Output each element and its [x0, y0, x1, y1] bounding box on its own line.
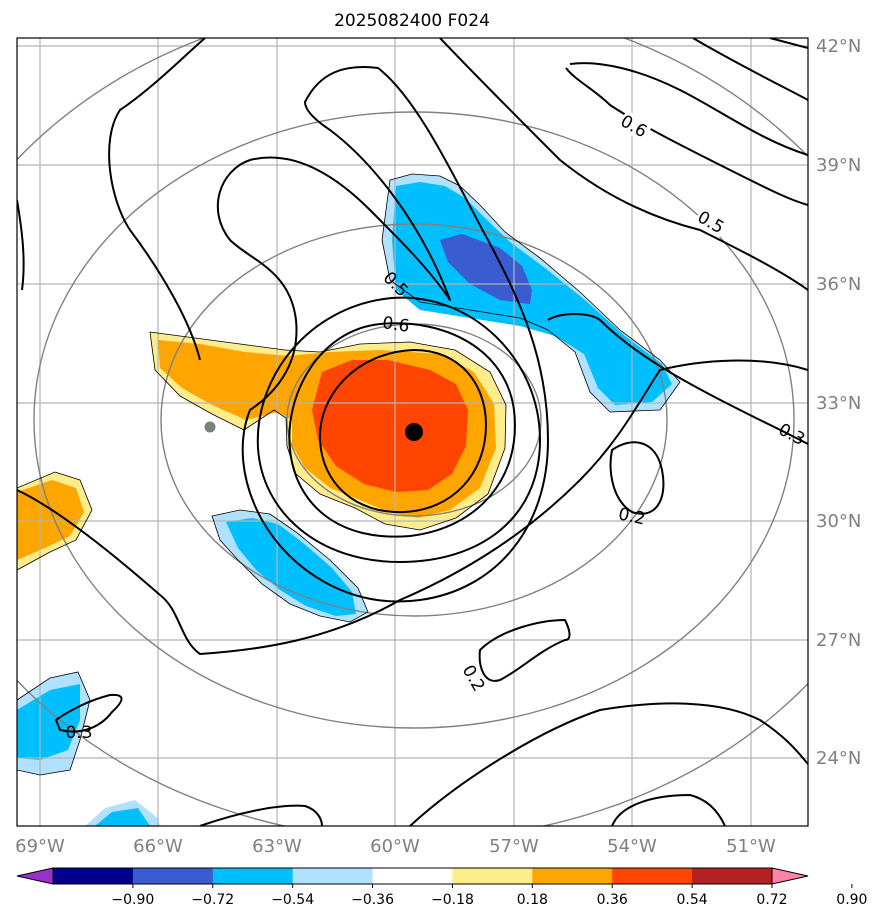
- shading-orange-west: [17, 480, 84, 560]
- contour-lines: [17, 38, 808, 826]
- shading-deep-sky-blue-corner: [17, 684, 80, 760]
- lat-label-24: 24°N: [816, 748, 861, 769]
- lon-label-69: 69°W: [15, 836, 65, 857]
- graticule: [17, 38, 808, 826]
- lon-label-54: 54°W: [607, 836, 657, 857]
- range-rings: [17, 38, 808, 826]
- contour-southeast-2: [611, 794, 726, 826]
- lon-label-51: 51°W: [726, 836, 776, 857]
- colorbar-segment: [292, 868, 374, 884]
- contour-top-right-2: [769, 38, 808, 49]
- map-area: 0.6 0.5 0.5 0.6 0.3 0.2 0.2 0.3: [17, 38, 808, 826]
- contour-0.2-south: [478, 619, 571, 682]
- map-frame: [16, 37, 809, 827]
- colorbar-tick-label: 0.54: [677, 892, 708, 908]
- storm-center-marker: [405, 423, 423, 441]
- colorbar-extend-low: [16, 867, 54, 885]
- colorbar-segment: [532, 868, 613, 884]
- colorbar-tick-label: −0.72: [191, 892, 234, 908]
- contour-0.6-ne: [569, 62, 808, 156]
- colorbar-tick-label: −0.90: [111, 892, 154, 908]
- colorbar-segment: [612, 868, 693, 884]
- lon-label-60: 60°W: [370, 836, 420, 857]
- colorbar-tick-label: 0.90: [836, 892, 867, 908]
- shading-deep-sky-blue-bottom: [95, 808, 150, 826]
- lat-label-27: 27°N: [816, 630, 861, 651]
- colorbar-segment: [692, 868, 773, 884]
- contour-west-edge: [17, 199, 25, 291]
- secondary-marker: [204, 421, 216, 433]
- contour-0.2-east: [609, 441, 665, 515]
- latitude-labels: 42°N 39°N 36°N 33°N 30°N 27°N 24°N: [816, 36, 861, 769]
- colorbar-segment: [132, 868, 214, 884]
- colorbar-segment: [53, 868, 134, 884]
- contour-0.6-main: [216, 66, 549, 603]
- lat-label-33: 33°N: [816, 393, 861, 414]
- colorbar-tick-label: −0.54: [271, 892, 314, 908]
- colorbar-tick-label: 0.18: [517, 892, 548, 908]
- contour-core-3: [256, 296, 541, 563]
- shading-royal-blue-ne: [440, 234, 532, 304]
- lat-label-30: 30°N: [816, 511, 861, 532]
- shading-deep-sky-blue-sw: [226, 518, 356, 616]
- contour-top-right: [692, 38, 808, 101]
- lon-label-57: 57°W: [489, 836, 539, 857]
- longitude-labels: 69°W 66°W 63°W 60°W 57°W 54°W 51°W: [15, 836, 776, 857]
- contour-0.5-west: [17, 359, 808, 655]
- colorbar: −0.90 −0.72 −0.54 −0.36 −0.18 0.18 0.36 0.54 0.7…: [16, 867, 867, 908]
- contour-label-8: 0.3: [65, 723, 92, 743]
- colorbar-tick-label: 0.72: [756, 892, 787, 908]
- contour-label-7: 0.2: [458, 662, 489, 695]
- contour-southeast: [409, 702, 808, 826]
- contour-0.5-north: [108, 38, 206, 361]
- lon-label-63: 63°W: [252, 836, 302, 857]
- colorbar-extend-high: [771, 867, 809, 885]
- colorbar-tick-label: −0.18: [431, 892, 474, 908]
- contour-core-2: [288, 322, 516, 538]
- contour-0.6-top: [565, 67, 808, 206]
- contour-0.5-ne: [439, 38, 808, 291]
- contour-0.3-sw: [55, 693, 123, 733]
- contour-bottom-left: [199, 804, 323, 826]
- shading-red-orange: [312, 360, 468, 492]
- contour-label-5: 0.3: [775, 420, 808, 450]
- lat-label-39: 39°N: [816, 155, 861, 176]
- lon-label-66: 66°W: [133, 836, 183, 857]
- lat-label-36: 36°N: [816, 274, 861, 295]
- figure-title: 2025082400 F024: [334, 11, 490, 31]
- colorbar-segment: [452, 868, 533, 884]
- contour-label-2: 0.5: [694, 207, 727, 238]
- contour-0.3-east: [547, 313, 808, 445]
- lat-label-42: 42°N: [816, 36, 861, 57]
- colorbar-frame: [52, 867, 773, 885]
- colorbar-segment: [212, 868, 294, 884]
- colorbar-tick-label: 0.36: [597, 892, 628, 908]
- colorbar-tick-label: −0.36: [351, 892, 394, 908]
- contour-core-1: [318, 349, 487, 514]
- colorbar-segment: [372, 868, 453, 884]
- contour-label-4: 0.6: [381, 313, 411, 337]
- contour-label-6: 0.2: [616, 504, 647, 529]
